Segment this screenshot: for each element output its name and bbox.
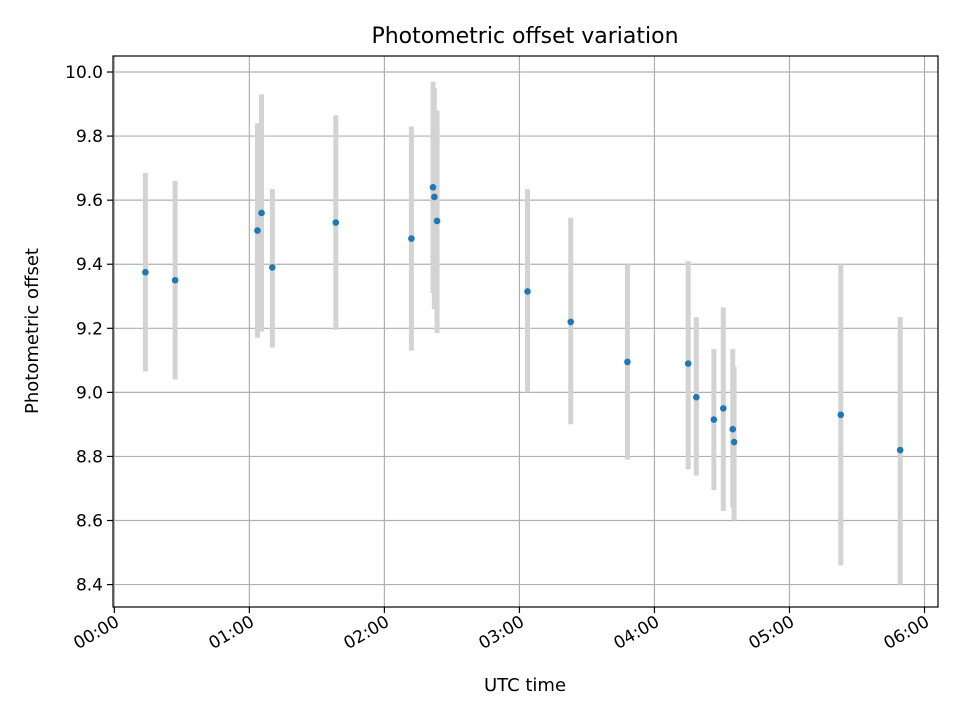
y-tick-label: 9.2 — [76, 319, 103, 339]
data-point — [896, 446, 904, 454]
data-point — [624, 358, 631, 366]
y-tick-label: 8.4 — [76, 576, 103, 596]
data-point — [269, 264, 276, 271]
data-points — [142, 184, 904, 454]
data-point — [258, 209, 265, 217]
y-tick-label: 8.8 — [76, 447, 103, 467]
y-tick-label: 9.6 — [76, 191, 103, 211]
y-tick-label: 8.6 — [76, 512, 103, 532]
data-point — [408, 235, 415, 242]
data-point — [837, 411, 845, 419]
data-point — [433, 217, 441, 225]
y-axis-label: Photometric offset — [22, 248, 43, 414]
data-point — [720, 405, 727, 412]
plot-frame — [112, 55, 939, 608]
data-point — [142, 268, 149, 276]
data-point — [431, 193, 438, 201]
x-axis-label: UTC time — [484, 675, 566, 696]
data-point — [729, 425, 737, 433]
data-point — [429, 184, 437, 191]
data-point — [524, 288, 531, 295]
data-point — [332, 219, 340, 226]
data-point — [171, 276, 179, 284]
data-point — [710, 416, 718, 423]
data-point — [693, 393, 700, 401]
data-point — [254, 227, 261, 234]
y-tick-label: 9.0 — [76, 383, 103, 403]
data-point — [730, 438, 738, 446]
y-tick-label: 9.8 — [76, 127, 103, 147]
y-axis-ticks: 8.4 8.6 8.8 9.0 9.2 9.4 9.6 9.8 10.0 — [65, 63, 113, 596]
data-point — [567, 318, 575, 326]
y-tick-label: 9.4 — [76, 255, 103, 275]
data-point — [684, 360, 692, 367]
y-tick-label: 10.0 — [65, 63, 103, 83]
chart-title: Photometric offset variation — [371, 24, 678, 49]
